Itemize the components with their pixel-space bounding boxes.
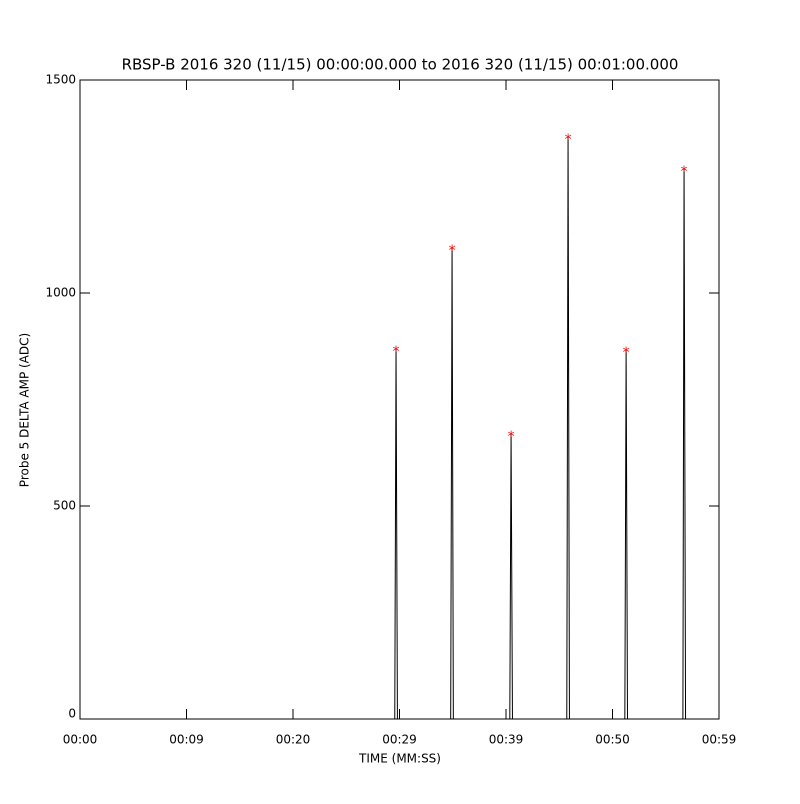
peak-marker: * (508, 429, 515, 445)
x-tick-label: 00:29 (382, 733, 417, 747)
y-tick-label: 1500 (45, 73, 76, 87)
x-tick-label: 00:09 (169, 733, 204, 747)
x-tick-label: 00:00 (63, 733, 98, 747)
chart-title: RBSP-B 2016 320 (11/15) 00:00:00.000 to … (122, 56, 679, 74)
plot-frame (79, 79, 720, 720)
y-axis-label: Probe 5 DELTA AMP (ADC) (18, 333, 32, 487)
peak-marker: * (565, 132, 572, 148)
x-tick-label: 00:20 (276, 733, 311, 747)
x-axis-label: TIME (MM:SS) (358, 752, 441, 766)
peak-marker: * (449, 243, 456, 259)
x-tick-label: 00:39 (489, 733, 524, 747)
peak-marker: * (393, 344, 400, 360)
x-tick-label: 00:59 (702, 733, 737, 747)
y-tick-label: 0 (68, 707, 76, 721)
y-tick-label: 1000 (45, 286, 76, 300)
peak-marker: * (681, 164, 688, 180)
x-tick-label: 00:50 (595, 733, 630, 747)
peak-marker: * (623, 345, 630, 361)
data-line (80, 137, 719, 720)
y-tick-label: 500 (53, 499, 76, 513)
